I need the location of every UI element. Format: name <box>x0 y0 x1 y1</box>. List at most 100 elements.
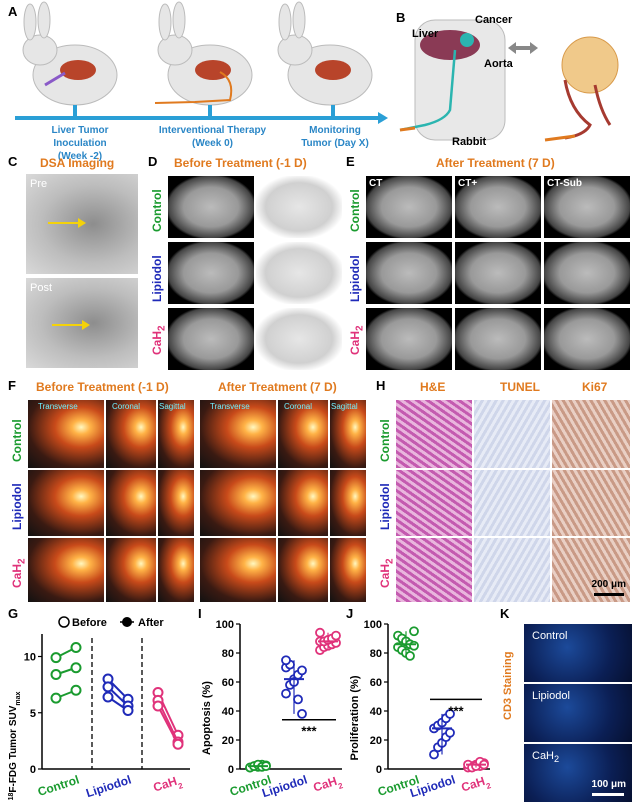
row-label-lipiodol-d: Lipiodol <box>150 255 164 302</box>
anatomy-label-liver: Liver <box>412 28 439 40</box>
col-label-ct: CT <box>369 178 383 189</box>
col-label-ct-plus: CT+ <box>458 178 478 189</box>
dsa-pre-label: Pre <box>30 178 48 190</box>
point-before <box>152 700 164 712</box>
pet-before-control-transverse: Transverse <box>28 400 104 468</box>
y-tick-label: 0 <box>228 764 234 776</box>
ct-after-control: CT <box>366 176 452 238</box>
cd3-cah2: CaH2 100 μm <box>524 744 632 802</box>
anatomy-label-cancer: Cancer <box>475 14 513 26</box>
significance-label: *** <box>301 724 317 739</box>
rabbit-illustration-2 <box>157 1 253 106</box>
panel-label-b: B <box>396 10 406 25</box>
view-label-transverse: Transverse <box>210 402 250 411</box>
y-tick-label: 0 <box>30 764 36 776</box>
timeline-step-3: Monitoring Tumor (Day X) <box>290 124 380 150</box>
cah2-text: CaH <box>150 330 164 355</box>
row-label-cah2-d: CaH2 <box>150 325 167 355</box>
histo-col-tunel: TUNEL <box>500 380 540 394</box>
pet-after-lipiodol-sagittal <box>330 470 366 536</box>
rabbit-illustration-3 <box>277 1 373 106</box>
pet-after-control-coronal: Coronal <box>278 400 328 468</box>
legend-after: After <box>138 617 164 629</box>
cah2-text: CaH <box>10 563 24 588</box>
tunel-control <box>474 400 550 468</box>
ct-after-cah2 <box>366 308 452 370</box>
ylabel-superscript: 18 <box>8 793 15 801</box>
x-category-label: Lipiodol <box>84 773 133 801</box>
point-before <box>50 692 62 704</box>
pet-before-lipiodol-sagittal <box>158 470 194 536</box>
cah2-subscript: 2 <box>16 558 28 564</box>
pet-before-lipiodol <box>256 242 342 304</box>
panel-label-c: C <box>8 154 18 169</box>
cah2-subscript: 2 <box>337 780 345 790</box>
anatomy-label-rabbit: Rabbit <box>452 136 487 148</box>
row-label-cah2-h: CaH2 <box>378 558 395 588</box>
arrow-icon <box>48 218 86 228</box>
pet-before-control-sagittal: Sagittal <box>158 400 194 468</box>
row-label-control-f: Control <box>10 419 24 462</box>
cd3-axis-label: CD3 Staining <box>502 651 514 720</box>
y-tick-label: 0 <box>376 764 382 776</box>
view-label-sagittal: Sagittal <box>159 402 186 411</box>
scale-bar <box>592 793 624 796</box>
chart-i-apoptosis: Apoptosis (%) 020406080100ControlLipiodo… <box>201 619 345 800</box>
cah2-subscript: 2 <box>554 754 560 765</box>
pet-before-cah2-sagittal <box>158 538 194 602</box>
histo-scale-label: 200 μm <box>591 579 626 590</box>
point-before <box>50 652 62 664</box>
panel-label-d: D <box>148 154 158 169</box>
pet-after-cah2-sagittal <box>330 538 366 602</box>
ylabel-main: F-FDG Tumor SUV <box>8 705 19 792</box>
ct-plus-after-cah2 <box>455 308 541 370</box>
step2-line1: Interventional Therapy <box>158 125 267 136</box>
timeline-step-1: Liver Tumor Inoculation (Week -2) <box>40 124 120 163</box>
cah2-subscript: 2 <box>177 780 185 790</box>
view-label-sagittal: Sagittal <box>331 402 358 411</box>
ct-sub-after-cah2 <box>544 308 630 370</box>
point-after <box>70 642 82 653</box>
row-label-cah2-e: CaH2 <box>348 325 365 355</box>
row-label-lipiodol-f: Lipiodol <box>10 483 24 530</box>
cd3-label-control: Control <box>532 630 568 642</box>
pet-after-cah2-coronal <box>278 538 328 602</box>
point-before <box>102 681 114 693</box>
ct-before-cah2 <box>168 308 254 370</box>
step1-line2: Inoculation (Week -2) <box>53 138 107 162</box>
histo-col-he: H&E <box>420 380 446 394</box>
cah2-text: CaH <box>152 774 179 795</box>
step2-line2: (Week 0) <box>192 138 233 149</box>
pet-before-control-coronal: Coronal <box>106 400 156 468</box>
before-title: Before Treatment (-1 D) <box>174 156 307 170</box>
cah2-text: CaH <box>312 774 339 795</box>
panel-label-e: E <box>346 154 355 169</box>
cd3-scale-label: 100 μm <box>591 779 626 790</box>
tunel-cah2 <box>474 538 550 602</box>
y-tick-label: 60 <box>222 677 234 689</box>
y-tick-label: 20 <box>370 735 382 747</box>
paired-line <box>157 705 179 745</box>
petct-after-title: After Treatment (7 D) <box>218 380 337 394</box>
legend-marker-before <box>58 616 70 628</box>
data-point <box>445 727 455 738</box>
cah2-subscript: 2 <box>354 325 366 331</box>
y-tick-label: 100 <box>364 619 382 631</box>
after-title: After Treatment (7 D) <box>436 156 555 170</box>
row-label-control-e: Control <box>348 189 362 232</box>
panel-label-i: I <box>198 606 202 621</box>
row-label-cah2-f: CaH2 <box>10 558 27 588</box>
panel-label-k: K <box>500 606 510 621</box>
dsa-post-label: Post <box>30 282 53 294</box>
he-cah2 <box>396 538 472 602</box>
y-tick-label: 100 <box>216 619 234 631</box>
ct-after-lipiodol <box>366 242 452 304</box>
dsa-pre-image: Pre <box>26 174 138 274</box>
anatomy-illustration <box>399 19 619 142</box>
data-point <box>297 709 307 719</box>
cd3-control: Control <box>524 624 632 682</box>
step1-line1: Liver Tumor <box>51 125 109 136</box>
arrow-icon <box>52 320 90 330</box>
data-point <box>405 651 415 661</box>
point-after <box>172 738 184 750</box>
